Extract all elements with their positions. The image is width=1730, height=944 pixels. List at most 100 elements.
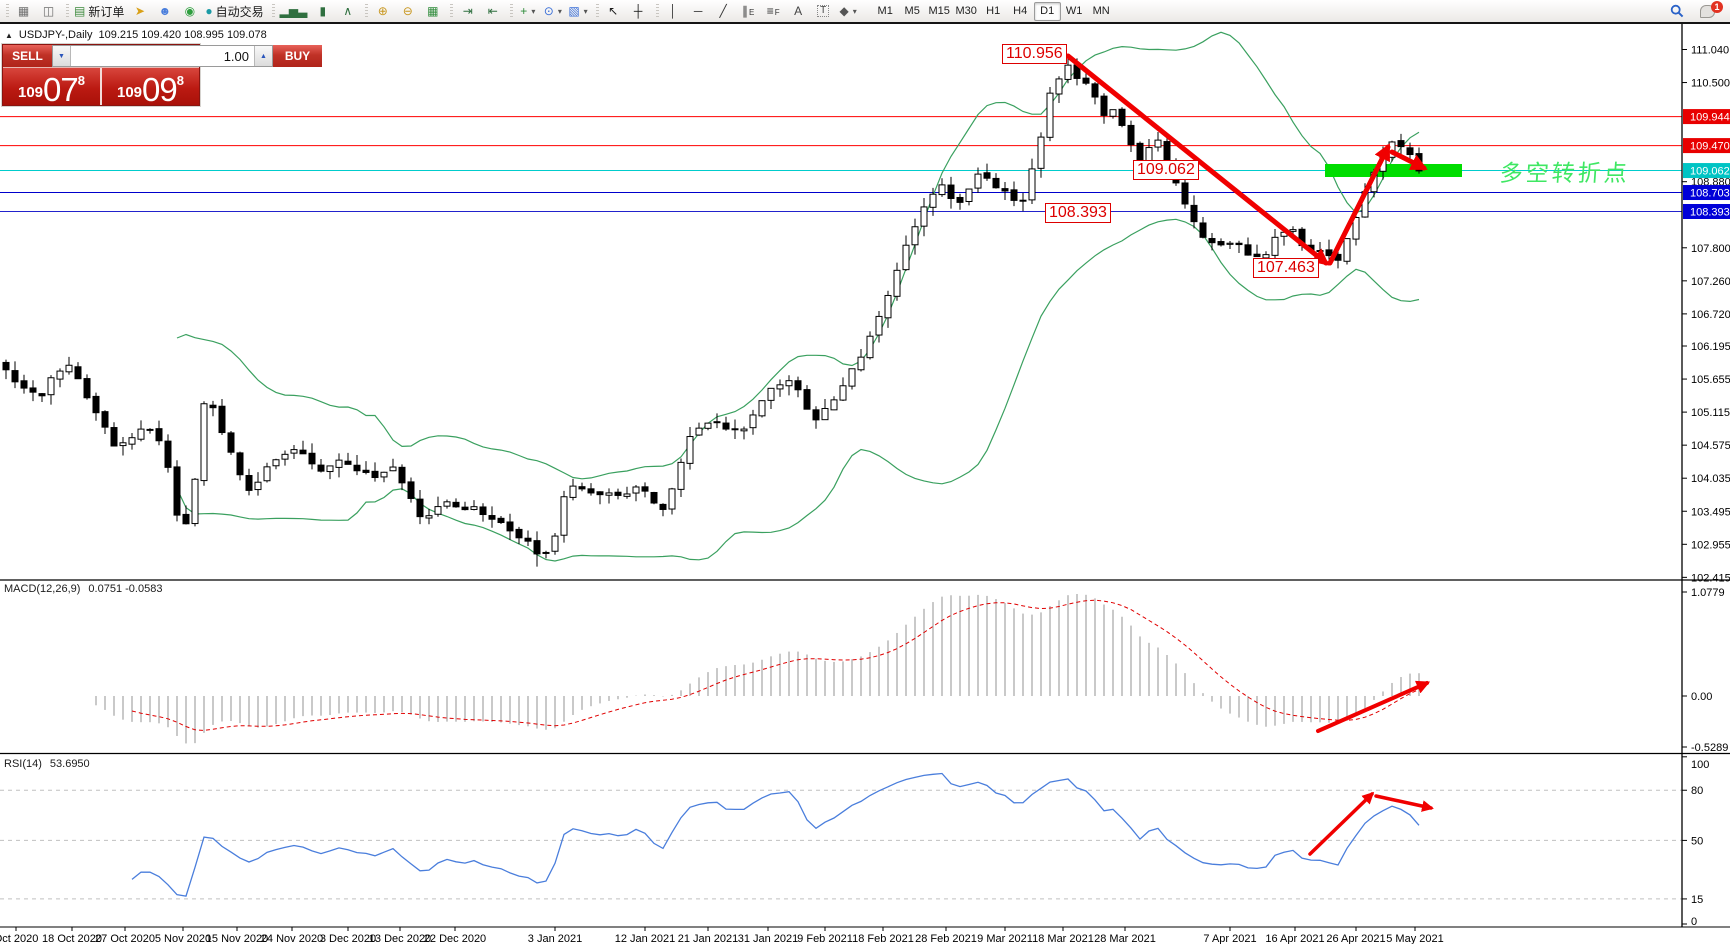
buy-button[interactable]: BUY (273, 45, 322, 67)
timeframe-d1[interactable]: D1 (1033, 1, 1061, 21)
timeframe-h4[interactable]: H4 (1013, 5, 1028, 17)
rsi-tick: 0 (1691, 916, 1697, 928)
time-label: 21 Jan 2021 (678, 933, 739, 944)
print-preview-button[interactable]: ◫ (36, 1, 61, 21)
timeframe-m5[interactable]: M5 (904, 5, 920, 17)
zoom-out-button[interactable]: ⊖ (395, 1, 420, 21)
crosshair-icon: ┼ (633, 4, 643, 18)
trend-arrow[interactable] (1389, 149, 1428, 171)
price-label-flag[interactable]: 108.393 (1045, 203, 1111, 223)
rsi-arrow[interactable] (1374, 794, 1434, 812)
sell-price-big: 07 (43, 70, 79, 108)
tile-windows-button[interactable]: ▦ (420, 1, 445, 21)
arrows-button[interactable]: ◆ ▾ (836, 1, 861, 21)
time-label: 5 Nov 2020 (155, 933, 211, 944)
print-preview-icon: ◫ (42, 4, 55, 18)
new-order-icon: ▤ (74, 4, 86, 18)
price-label-flag[interactable]: 110.956 (1002, 44, 1067, 64)
toolbar-group: ⊕ ⊖ ▦ (363, 1, 448, 21)
text-button[interactable]: A (786, 1, 811, 21)
trend-arrow[interactable] (1065, 53, 1330, 266)
rsi-line (131, 772, 1420, 897)
price-label-flag[interactable]: 107.463 (1253, 258, 1319, 278)
macd-indicator-label: MACD(12,26,9) 0.0751 -0.0583 (4, 583, 162, 595)
time-label: 13 Dec 2020 (369, 933, 431, 944)
price-tick: 111.040 (1691, 45, 1729, 57)
chevron-down-icon: ▾ (852, 6, 857, 16)
volume-decrease-button[interactable]: ▼ (53, 46, 71, 66)
rsi-name: RSI(14) (4, 758, 42, 770)
templates-button[interactable]: ▧ ▾ (565, 1, 590, 21)
time-label: 3 Dec 2020 (320, 933, 376, 944)
data-window-icon: ▦ (17, 4, 30, 18)
price-axis: 111.040110.500108.880107.800107.260106.7… (1682, 45, 1730, 584)
turning-point-zone[interactable] (1325, 164, 1462, 177)
price-label-flag[interactable]: 109.062 (1133, 160, 1199, 180)
toolbar-group: ▂▅▃ ▮ ∧ (270, 1, 364, 21)
trend-arrow[interactable] (1327, 143, 1391, 266)
collapse-quotes-icon[interactable]: ▲ (5, 30, 13, 40)
timeframe-mn[interactable]: MN (1092, 5, 1110, 17)
toolbar-group: ▤ 新订单 ➤ ☻ ◉ ● 自动交易 (64, 1, 270, 21)
signals-button[interactable]: ◉ (177, 1, 202, 21)
price-tick: 103.495 (1691, 506, 1730, 518)
equidistant-channel-icon-sub: E (749, 8, 755, 18)
rsi-tick: 100 (1691, 759, 1709, 771)
time-label: 9 Feb 2021 (797, 933, 853, 944)
periods-button[interactable]: ⊙ ▾ (540, 1, 565, 21)
buy-price-sup: 8 (176, 73, 184, 88)
turning-point-annotation[interactable]: 多空转折点 (1498, 160, 1631, 186)
timeframe-m15[interactable]: M15 (928, 5, 950, 17)
macd-arrow[interactable] (1316, 680, 1431, 733)
vertical-line-button[interactable]: │ (661, 1, 686, 21)
crosshair-button[interactable]: ┼ (626, 1, 651, 21)
zoom-in-button[interactable]: ⊕ (370, 1, 395, 21)
chart-shift-button[interactable]: ⇤ (480, 1, 505, 21)
timeframe-m30[interactable]: M30 (955, 5, 977, 17)
line-chart-button[interactable]: ∧ (335, 1, 360, 21)
timeframe-bar: M1 M5 M15 M30 H1 H4 D1 W1 MN (864, 1, 1115, 21)
sell-button[interactable]: SELL (3, 45, 52, 67)
fibonacci-icon-sub: F (774, 8, 780, 18)
volume-input[interactable] (71, 46, 254, 66)
fibonacci-button[interactable]: ≡ F (761, 1, 786, 21)
horizontal-line-button[interactable]: ─ (686, 1, 711, 21)
symbol-name: USDJPY-,Daily (18, 29, 93, 41)
label-button[interactable]: T (811, 1, 836, 21)
price-tick: 106.720 (1691, 309, 1730, 321)
candlestick-chart-button[interactable]: ▮ (310, 1, 335, 21)
timeframe-w1[interactable]: W1 (1065, 5, 1083, 17)
timeframe-m1[interactable]: M1 (877, 5, 893, 17)
marketplace-button[interactable]: ➤ (127, 1, 152, 21)
buy-price[interactable]: 109 09 8 (102, 68, 199, 106)
time-label: 16 Apr 2021 (1265, 933, 1324, 944)
price-tick: 110.500 (1691, 78, 1730, 90)
volume-increase-button[interactable]: ▲ (254, 46, 272, 66)
ohlc-values: 109.215 109.420 108.995 109.078 (98, 29, 267, 41)
new-order-button[interactable]: ▤ 新订单 (71, 1, 127, 21)
rsi-tick: 15 (1691, 894, 1703, 906)
price-tick: 107.260 (1691, 276, 1730, 288)
trendline-button[interactable]: ╱ (711, 1, 736, 21)
price-chart[interactable]: 111.040110.500108.880107.800107.260106.7… (0, 24, 1730, 944)
cursor-button[interactable]: ↖ (601, 1, 626, 21)
notifications-button[interactable]: 1 (1695, 1, 1723, 21)
horizontal-line-icon: ─ (693, 4, 703, 18)
auto-scroll-button[interactable]: ⇥ (455, 1, 480, 21)
time-label: 24 Nov 2020 (261, 933, 323, 944)
autotrading-button[interactable]: ● 自动交易 (202, 1, 266, 21)
price-tick: 106.195 (1691, 341, 1730, 353)
time-label: 12 Jan 2021 (615, 933, 676, 944)
equidistant-channel-icon: ∥ (742, 4, 748, 18)
price-badge (1683, 163, 1730, 179)
bar-chart-button[interactable]: ▂▅▃ (277, 1, 311, 21)
community-button[interactable]: ☻ (152, 1, 177, 21)
rsi-indicator-label: RSI(14) 53.6950 (4, 758, 90, 770)
timeframe-h1[interactable]: H1 (986, 5, 1001, 17)
rsi-arrow[interactable] (1308, 791, 1375, 856)
indicators-button[interactable]: + ▾ (515, 1, 540, 21)
sell-price[interactable]: 109 07 8 (3, 68, 102, 108)
channel-button[interactable]: ∥ E (736, 1, 761, 21)
data-window-button[interactable]: ▦ (11, 1, 36, 21)
search-button[interactable] (1664, 1, 1689, 21)
